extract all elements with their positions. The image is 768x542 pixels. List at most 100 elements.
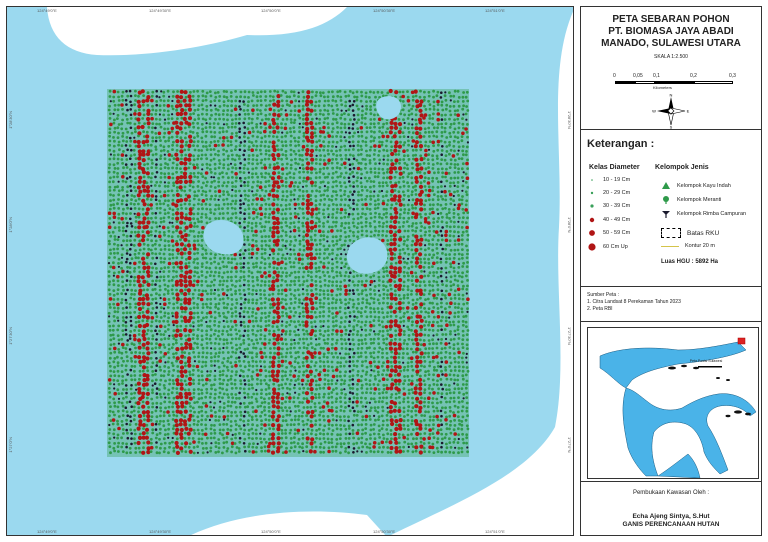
coord-right-1: 1°28'30"N <box>567 111 572 129</box>
coord-right-3: 1°27'30"N <box>567 327 572 345</box>
inset-map[interactable]: Peta Posisi Sulawesi <box>587 327 759 479</box>
coord-top-4: 124°50'30"E <box>373 8 396 13</box>
jenis-heading: Kelompok Jenis <box>655 164 709 171</box>
scale-tick-2: 0,1 <box>653 73 660 79</box>
jenis-item-2: Kelompok Meranti <box>661 196 721 204</box>
tree-meranti-icon <box>661 196 671 204</box>
inset-central-body <box>622 387 757 477</box>
luas-label: Luas HGU : 5892 Ha <box>661 259 719 265</box>
diameter-item-3: 30 - 39 Cm <box>587 203 630 209</box>
tree-rimba-campuran-icon <box>661 210 671 218</box>
diameter-item-1: 10 - 19 Cm <box>587 177 630 183</box>
scale-label: SKALA 1:2.500 <box>654 54 688 60</box>
diameter-item-2: 20 - 29 Cm <box>587 190 630 196</box>
batas-label: Batas RKU <box>687 229 720 237</box>
dot-red-small-icon <box>587 216 597 224</box>
credit-role: GANIS PERENCANAAN HUTAN <box>622 521 720 528</box>
diameter-item-6: 60 Cm Up <box>587 242 628 252</box>
dot-small-icon <box>587 190 597 196</box>
inset-label: Peta Posisi Sulawesi <box>690 359 723 363</box>
east-landmass <box>391 11 573 535</box>
coord-left-4: 1°27'0"N <box>8 437 13 453</box>
north-arrow-icon: N S W E <box>652 93 690 130</box>
diameter-item-5: 50 - 59 Cm <box>587 229 630 237</box>
diameter-item-4: 40 - 49 Cm <box>587 216 630 224</box>
legend-panel: PETA SEBARAN POHON PT. BIOMASA JAYA ABAD… <box>580 6 762 536</box>
tree-points <box>107 88 470 455</box>
scale-tick-4: 0,3 <box>729 73 736 79</box>
source-item-1: 1. Citra Landsat 8 Perekaman Tahun 2023 <box>587 299 681 305</box>
coord-bottom-4: 124°50'30"E <box>373 529 396 534</box>
source-heading: Sumber Peta : <box>587 292 619 298</box>
jenis-label-3: Kelompok Rimba Campuran <box>677 211 747 217</box>
dot-medium-icon <box>587 203 597 209</box>
west-label: W <box>652 109 656 114</box>
clearing-north <box>376 96 401 120</box>
jenis-item-3: Kelompok Rimba Campuran <box>661 210 746 218</box>
coord-top-3: 124°50'0"E <box>261 8 281 13</box>
coord-left-1: 1°28'30"N <box>8 111 13 129</box>
south-landmass <box>191 511 386 535</box>
diameter-label-2: 20 - 29 Cm <box>603 190 631 196</box>
main-map[interactable] <box>7 7 574 536</box>
jenis-label-2: Kelompok Meranti <box>677 197 722 203</box>
credit-section: Pembukaan Kawasan Oleh : Echa Ajeng Sint… <box>581 482 761 537</box>
kontur-label: Kontur 20 m <box>685 243 715 249</box>
dot-tiny-icon <box>587 177 597 183</box>
boundary-dashed-icon <box>661 228 681 238</box>
dot-red-large-icon <box>587 242 597 252</box>
dot-red-medium-icon <box>587 229 597 237</box>
contour-line-icon <box>661 245 679 247</box>
batas-item: Batas RKU <box>661 228 719 238</box>
title-line-2: PT. BIOMASA JAYA ABADI <box>608 26 734 37</box>
coord-bottom-1: 124°49'0"E <box>37 529 57 534</box>
coord-bottom-5: 124°51'0"E <box>485 529 505 534</box>
kontur-item: Kontur 20 m <box>661 243 715 249</box>
inset-north-arm <box>599 341 747 389</box>
diameter-heading: Kelas Diameter <box>589 164 640 171</box>
clearing-east <box>346 237 388 274</box>
scale-tick-1: 0,05 <box>633 73 643 79</box>
credit-name: Echa Ajeng Sintya, S.Hut <box>632 513 710 520</box>
coord-right-2: 1°28'0"N <box>567 217 572 233</box>
scale-tick-0: 0 <box>613 73 616 79</box>
tree-kayu-indah-icon <box>661 182 671 190</box>
diameter-label-3: 30 - 39 Cm <box>603 203 631 209</box>
scale-tick-3: 0,2 <box>690 73 697 79</box>
jenis-item-1: Kelompok Kayu Indah <box>661 182 731 190</box>
jenis-label-1: Kelompok Kayu Indah <box>677 183 731 189</box>
coord-left-3: 1°27'30"N <box>8 327 13 345</box>
coord-bottom-2: 124°49'30"E <box>149 529 172 534</box>
scale-unit: Kilometers <box>653 85 672 90</box>
inset-islands <box>668 364 751 418</box>
title-line-1: PETA SEBARAN POHON <box>612 14 730 25</box>
diameter-label-1: 10 - 19 Cm <box>603 177 631 183</box>
coord-right-4: 1°27'0"N <box>567 437 572 453</box>
inset-section: Peta Posisi Sulawesi <box>581 322 761 482</box>
coord-left-2: 1°28'0"N <box>8 217 13 233</box>
legend-section: Keterangan : Kelas Diameter Kelompok Jen… <box>581 130 761 287</box>
title-line-3: MANADO, SULAWESI UTARA <box>601 38 741 49</box>
source-item-2: 2. Peta RBI <box>587 306 613 312</box>
coord-top-2: 124°49'30"E <box>149 8 172 13</box>
clearing-west <box>203 220 244 255</box>
inset-aoi-marker <box>737 337 746 345</box>
coord-top-5: 124°51'0"E <box>485 8 505 13</box>
title-section: PETA SEBARAN POHON PT. BIOMASA JAYA ABAD… <box>581 7 761 130</box>
scale-bar: 0 0,05 0,1 0,2 0,3 Kilometers <box>613 73 741 93</box>
south-label: S <box>670 125 673 130</box>
coord-top-1: 124°49'0"E <box>37 8 57 13</box>
legend-heading: Keterangan : <box>587 138 655 150</box>
source-section: Sumber Peta : 1. Citra Landsat 8 Perekam… <box>581 287 761 322</box>
luas-item: Luas HGU : 5892 Ha <box>661 259 718 265</box>
diameter-label-4: 40 - 49 Cm <box>603 217 631 223</box>
diameter-label-5: 50 - 59 Cm <box>603 230 631 236</box>
map-frame[interactable]: 124°49'0"E 124°49'30"E 124°50'0"E 124°50… <box>6 6 574 536</box>
credit-heading: Pembukaan Kawasan Oleh : <box>632 490 710 496</box>
coord-bottom-3: 124°50'0"E <box>261 529 281 534</box>
inset-south-arm <box>657 453 701 478</box>
east-label: E <box>687 109 690 114</box>
inset-scale-bar <box>698 366 722 368</box>
north-label: N <box>670 93 673 98</box>
north-landmass <box>47 7 347 56</box>
